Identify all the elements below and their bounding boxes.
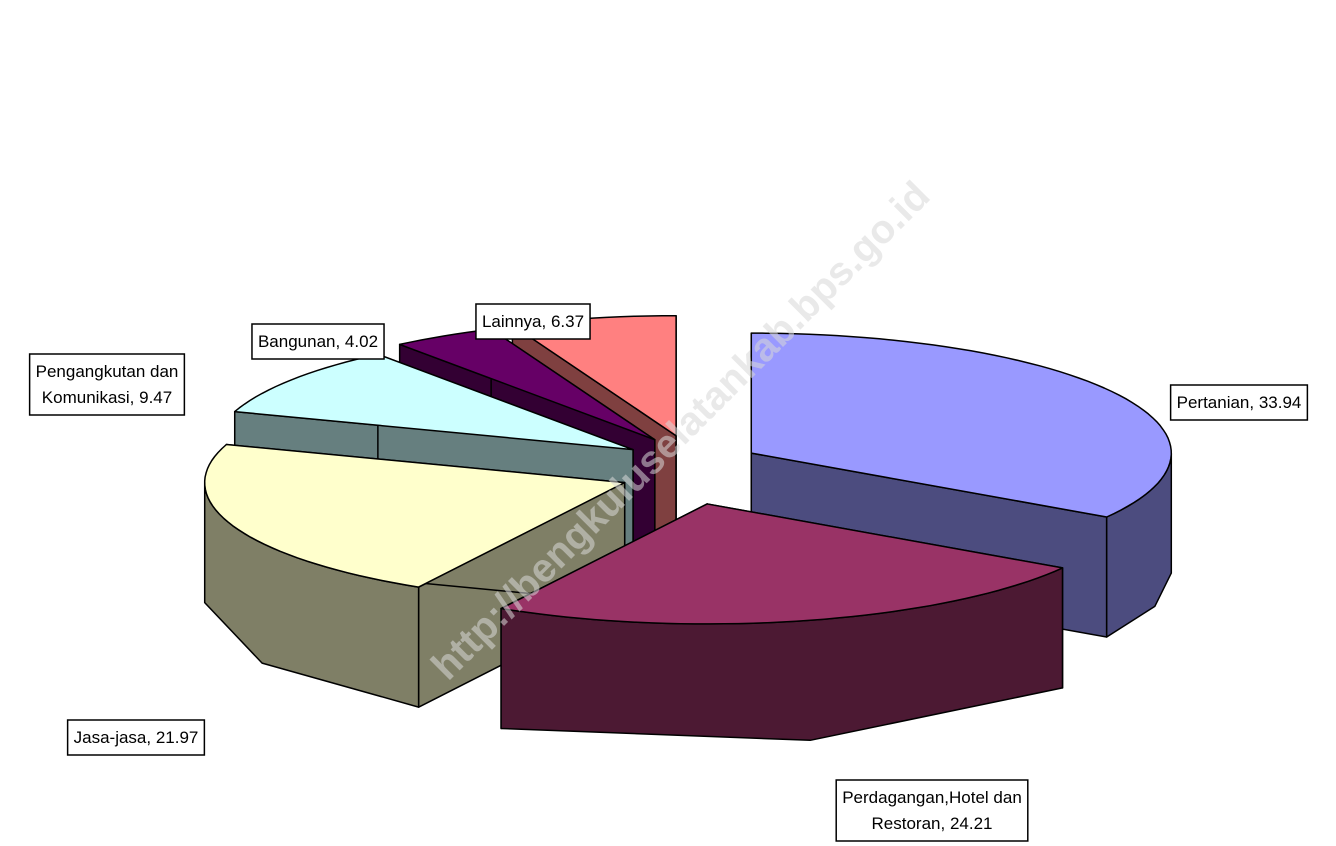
data-label-box: Pertanian, 33.94 bbox=[1169, 384, 1309, 421]
data-label-box: Perdagangan,Hotel dan Restoran, 24.21 bbox=[835, 779, 1029, 842]
slice-top bbox=[500, 503, 1064, 625]
data-label: Jasa-jasa, 21.97 bbox=[74, 728, 199, 747]
label-box bbox=[251, 323, 385, 360]
data-label-box: Jasa-jasa, 21.97 bbox=[66, 719, 206, 756]
label-box bbox=[28, 353, 186, 416]
data-label: Lainnya, 6.37 bbox=[482, 312, 584, 331]
data-label: Perdagangan,Hotel dan Restoran, 24.21 bbox=[842, 788, 1022, 833]
data-label: Bangunan, 4.02 bbox=[258, 332, 378, 351]
data-label-box: Pengangkutan dan Komunikasi, 9.47 bbox=[28, 353, 186, 416]
data-label: Pertanian, 33.94 bbox=[1177, 393, 1302, 412]
slice-top bbox=[750, 332, 1173, 518]
slice-top bbox=[203, 443, 626, 588]
data-label-box: Bangunan, 4.02 bbox=[251, 323, 385, 360]
label-box bbox=[66, 719, 206, 756]
label-box bbox=[835, 779, 1029, 842]
label-box bbox=[1169, 384, 1309, 421]
label-box bbox=[475, 303, 591, 340]
data-label-box: Lainnya, 6.37 bbox=[475, 303, 591, 340]
slice-top bbox=[233, 353, 634, 451]
data-label: Pengangkutan dan Komunikasi, 9.47 bbox=[36, 362, 179, 407]
